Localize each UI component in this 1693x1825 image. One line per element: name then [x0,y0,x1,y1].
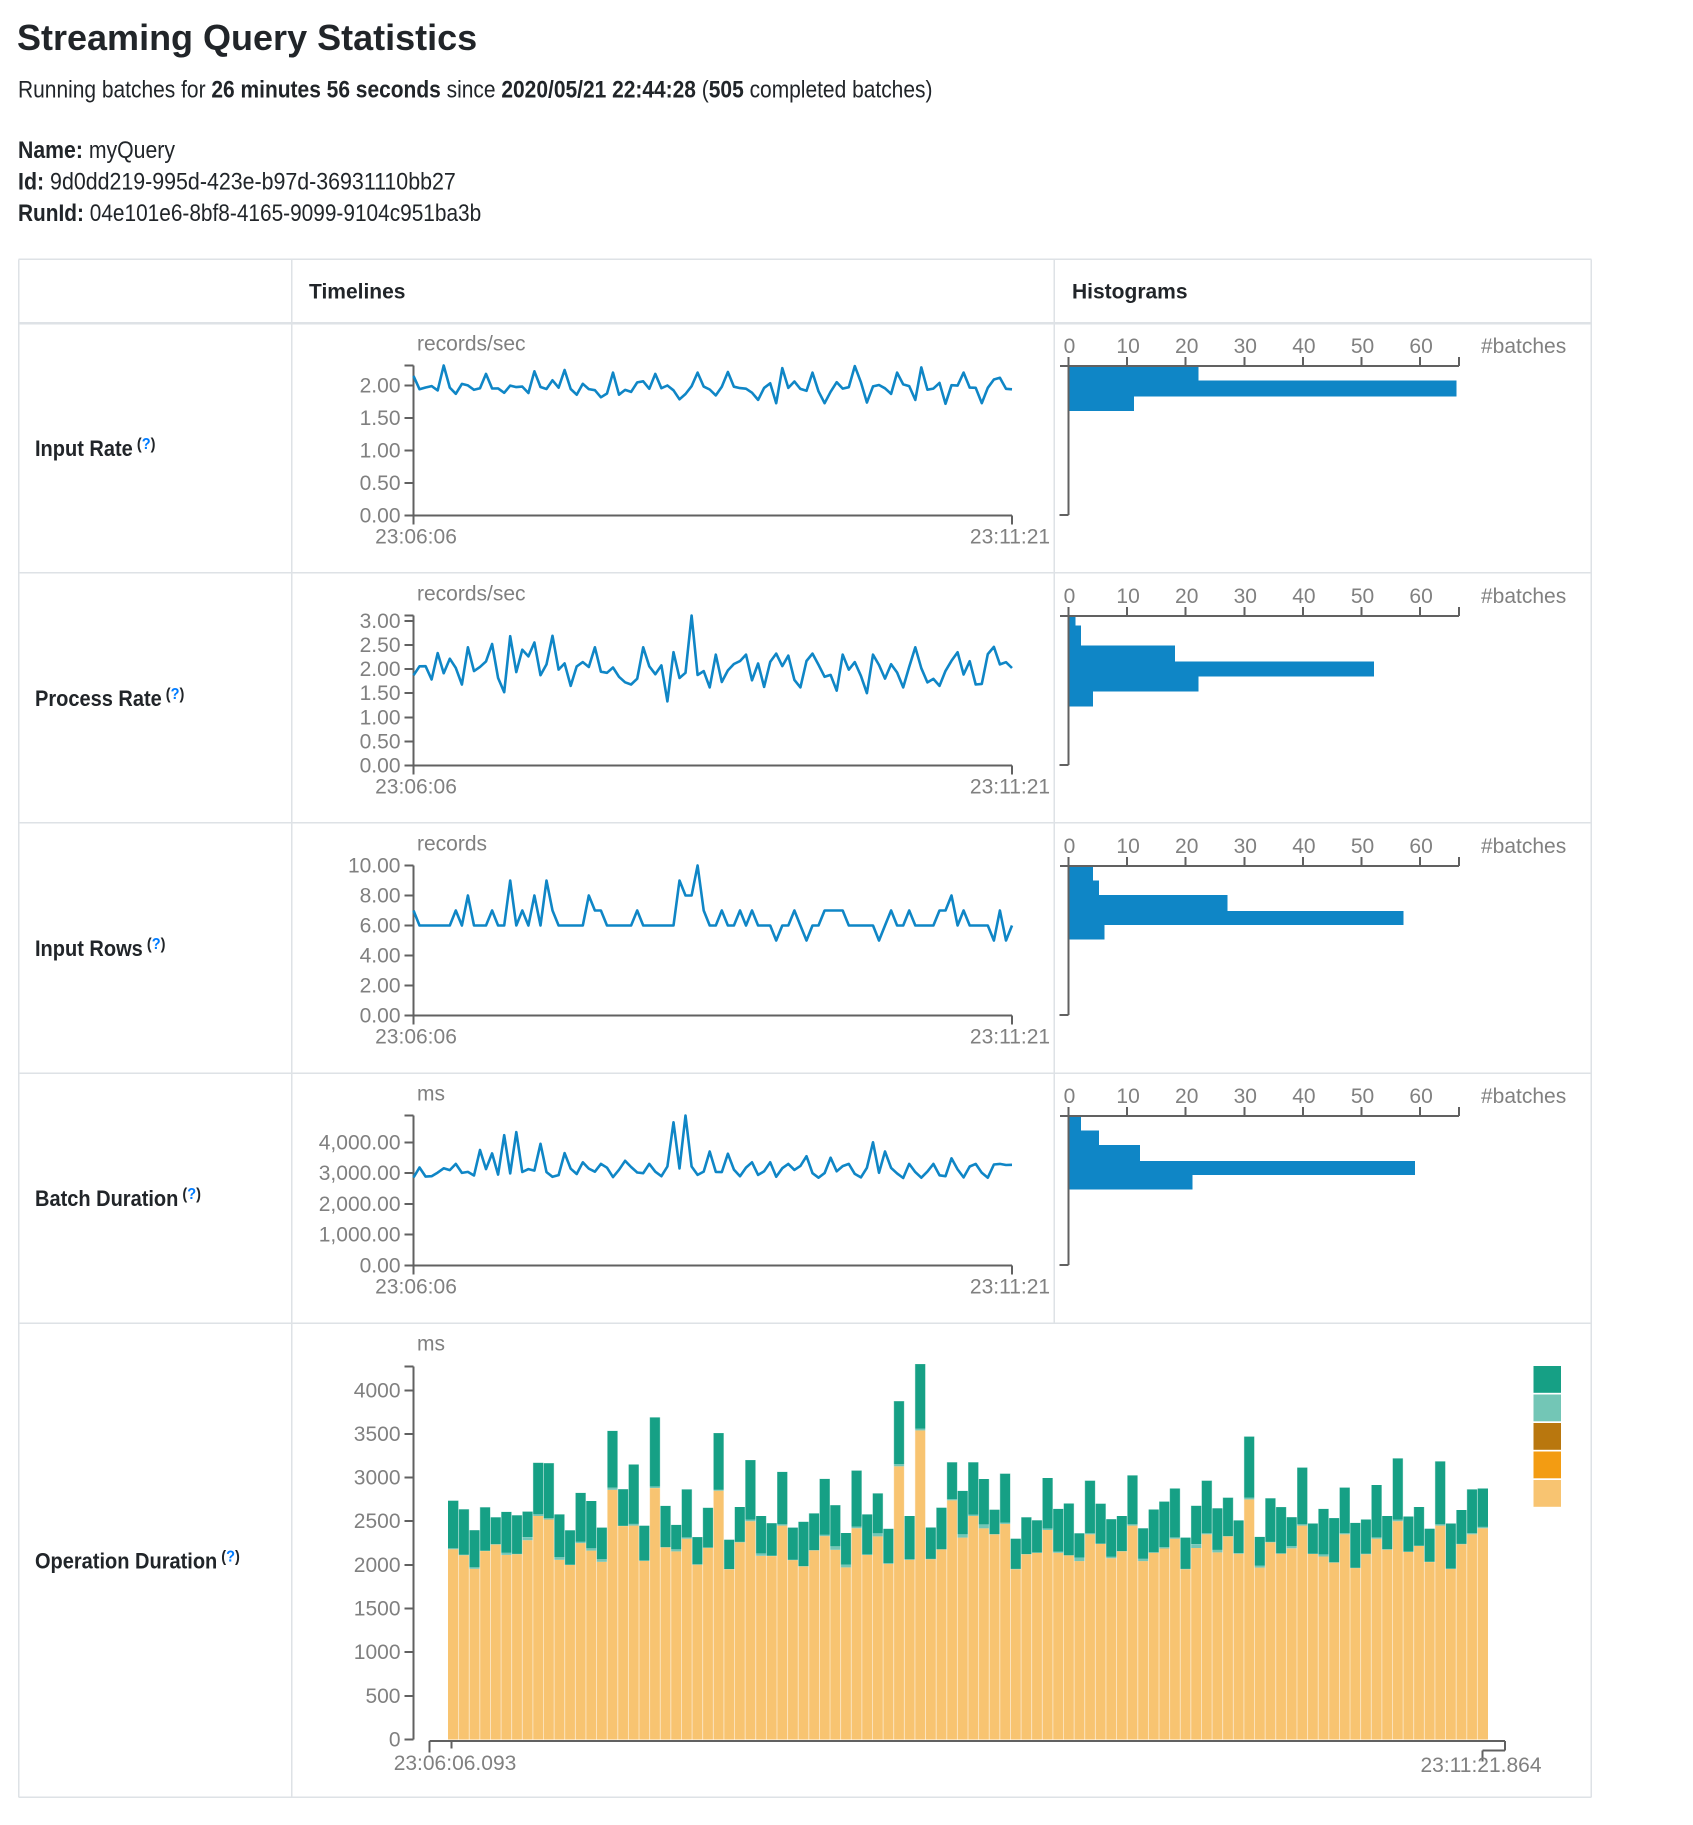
svg-text:0.50: 0.50 [360,730,401,753]
svg-text:23:11:21: 23:11:21 [970,526,1050,549]
svg-text:RunId: 04e101e6-8bf8-4165-9099: RunId: 04e101e6-8bf8-4165-9099-9104c951b… [18,200,481,227]
svg-text:3.00: 3.00 [360,610,401,633]
svg-text:0: 0 [1064,585,1076,608]
svg-text:Id: 9d0dd219-995d-423e-b97d-36: Id: 9d0dd219-995d-423e-b97d-36931110bb27 [18,167,456,194]
svg-text:0: 0 [1064,1085,1076,1108]
svg-text:2500: 2500 [354,1510,401,1533]
svg-text:4,000.00: 4,000.00 [319,1131,401,1154]
svg-text:23:11:21: 23:11:21 [970,1276,1050,1299]
svg-text:Timelines: Timelines [309,280,406,303]
svg-text:8.00: 8.00 [360,885,401,908]
svg-text:2,000.00: 2,000.00 [319,1193,401,1216]
svg-text:records/sec: records/sec [417,333,526,356]
svg-text:Running batches for 26 minutes: Running batches for 26 minutes 56 second… [18,76,932,103]
svg-text:40: 40 [1292,585,1315,608]
svg-text:Batch Duration (?): Batch Duration (?) [35,1186,201,1212]
svg-text:1500: 1500 [354,1598,401,1621]
svg-text:20: 20 [1175,585,1198,608]
svg-text:1.00: 1.00 [360,440,401,463]
svg-text:30: 30 [1234,1085,1257,1108]
svg-text:Name: myQuery: Name: myQuery [18,136,176,164]
svg-text:40: 40 [1292,335,1315,358]
svg-text:#batches: #batches [1481,1085,1566,1108]
svg-text:Input Rate (?): Input Rate (?) [35,436,155,462]
svg-text:Histograms: Histograms [1072,280,1188,303]
svg-text:60: 60 [1409,335,1432,358]
svg-text:23:11:21.864: 23:11:21.864 [1420,1754,1541,1777]
svg-text:3500: 3500 [354,1423,401,1446]
svg-text:2.00: 2.00 [360,658,401,681]
svg-text:60: 60 [1409,1085,1432,1108]
svg-text:20: 20 [1175,835,1198,858]
svg-text:23:06:06.093: 23:06:06.093 [394,1752,517,1775]
svg-text:50: 50 [1351,335,1374,358]
svg-text:10: 10 [1116,335,1139,358]
svg-text:0.50: 0.50 [360,472,401,495]
svg-text:10.00: 10.00 [348,855,401,878]
svg-text:30: 30 [1234,335,1257,358]
svg-text:30: 30 [1234,585,1257,608]
svg-text:10: 10 [1116,1085,1139,1108]
svg-text:30: 30 [1234,835,1257,858]
svg-text:#batches: #batches [1481,585,1566,608]
svg-text:23:06:06: 23:06:06 [375,1276,457,1299]
svg-text:0.00: 0.00 [360,1005,401,1028]
svg-text:23:11:21: 23:11:21 [970,776,1050,799]
svg-text:23:06:06: 23:06:06 [375,776,457,799]
svg-text:1.00: 1.00 [360,706,401,729]
svg-text:Input Rows (?): Input Rows (?) [35,936,165,962]
svg-text:#batches: #batches [1481,335,1566,358]
svg-text:10: 10 [1116,835,1139,858]
svg-text:40: 40 [1292,835,1315,858]
svg-text:23:06:06: 23:06:06 [375,1026,457,1049]
svg-text:10: 10 [1116,585,1139,608]
svg-text:2.00: 2.00 [360,375,401,398]
svg-text:0.00: 0.00 [360,1255,401,1278]
svg-text:60: 60 [1409,835,1432,858]
svg-text:Process Rate (?): Process Rate (?) [35,686,184,712]
svg-text:records: records [417,833,487,856]
svg-text:1.50: 1.50 [360,407,401,430]
svg-text:ms: ms [417,1333,445,1356]
svg-text:records/sec: records/sec [417,583,526,606]
svg-text:0: 0 [1064,835,1076,858]
svg-text:4000: 4000 [354,1379,401,1402]
svg-text:0: 0 [1064,335,1076,358]
svg-text:ms: ms [417,1083,445,1106]
svg-text:2.50: 2.50 [360,634,401,657]
svg-text:50: 50 [1351,585,1374,608]
svg-text:0.00: 0.00 [360,755,401,778]
svg-text:3,000.00: 3,000.00 [319,1162,401,1185]
svg-text:23:11:21: 23:11:21 [970,1026,1050,1049]
svg-text:1.50: 1.50 [360,682,401,705]
svg-text:3000: 3000 [354,1467,401,1490]
svg-text:50: 50 [1351,835,1374,858]
svg-text:1,000.00: 1,000.00 [319,1224,401,1247]
svg-text:4.00: 4.00 [360,945,401,968]
svg-text:60: 60 [1409,585,1432,608]
svg-text:1000: 1000 [354,1641,401,1664]
svg-text:2000: 2000 [354,1554,401,1577]
svg-text:50: 50 [1351,1085,1374,1108]
svg-text:Streaming Query Statistics: Streaming Query Statistics [17,17,477,58]
svg-text:#batches: #batches [1481,835,1566,858]
svg-text:40: 40 [1292,1085,1315,1108]
svg-text:0.00: 0.00 [360,505,401,528]
svg-text:20: 20 [1175,335,1198,358]
svg-text:6.00: 6.00 [360,915,401,938]
svg-text:23:06:06: 23:06:06 [375,526,457,549]
svg-text:500: 500 [365,1685,400,1708]
svg-text:Operation Duration (?): Operation Duration (?) [35,1548,240,1574]
svg-text:20: 20 [1175,1085,1198,1108]
svg-text:2.00: 2.00 [360,975,401,998]
svg-text:0: 0 [389,1729,401,1752]
